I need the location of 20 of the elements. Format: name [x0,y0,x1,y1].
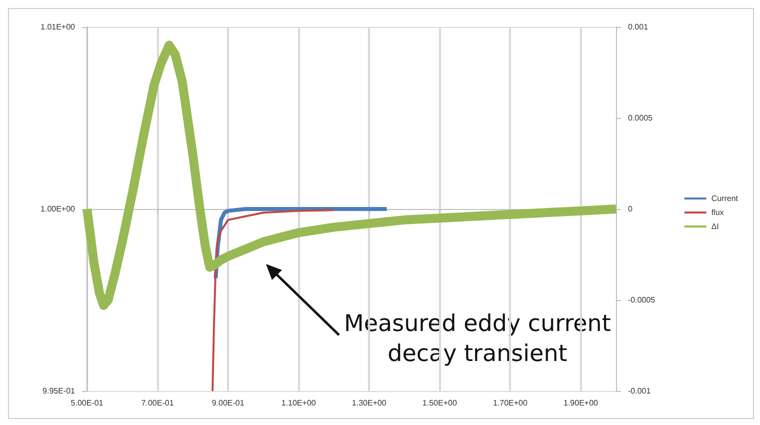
x-tick-label: 7.00E-01 [141,398,174,408]
y2-tick-label: -0.001 [628,386,652,396]
y2-tick-label: 0 [628,204,633,214]
x-tick-label: 9.00E-01 [212,398,245,408]
legend-label: flux [711,208,724,217]
line-series [212,209,335,392]
y-tick-label: 9.95E-01 [42,386,76,396]
x-tick-label: 1.50E+00 [422,398,458,408]
y-tick-label: 1.00E+00 [40,204,76,214]
y2-tick-label: -0.0005 [628,296,656,304]
x-tick-label: 1.70E+00 [492,398,528,408]
legend-label: Current [711,194,739,203]
x-tick-label: 5.00E-01 [70,398,104,408]
legend-label: ΔI [711,222,719,231]
x-tick-label: 1.90E+00 [563,398,599,408]
y2-tick-label: 0.0005 [628,114,654,122]
x-tick-label: 1.10E+00 [281,398,316,408]
x-tick-label: 1.30E+00 [352,398,387,408]
y2-tick-label: 0.001 [628,22,649,32]
y-tick-label: 1.01E+00 [40,22,76,32]
